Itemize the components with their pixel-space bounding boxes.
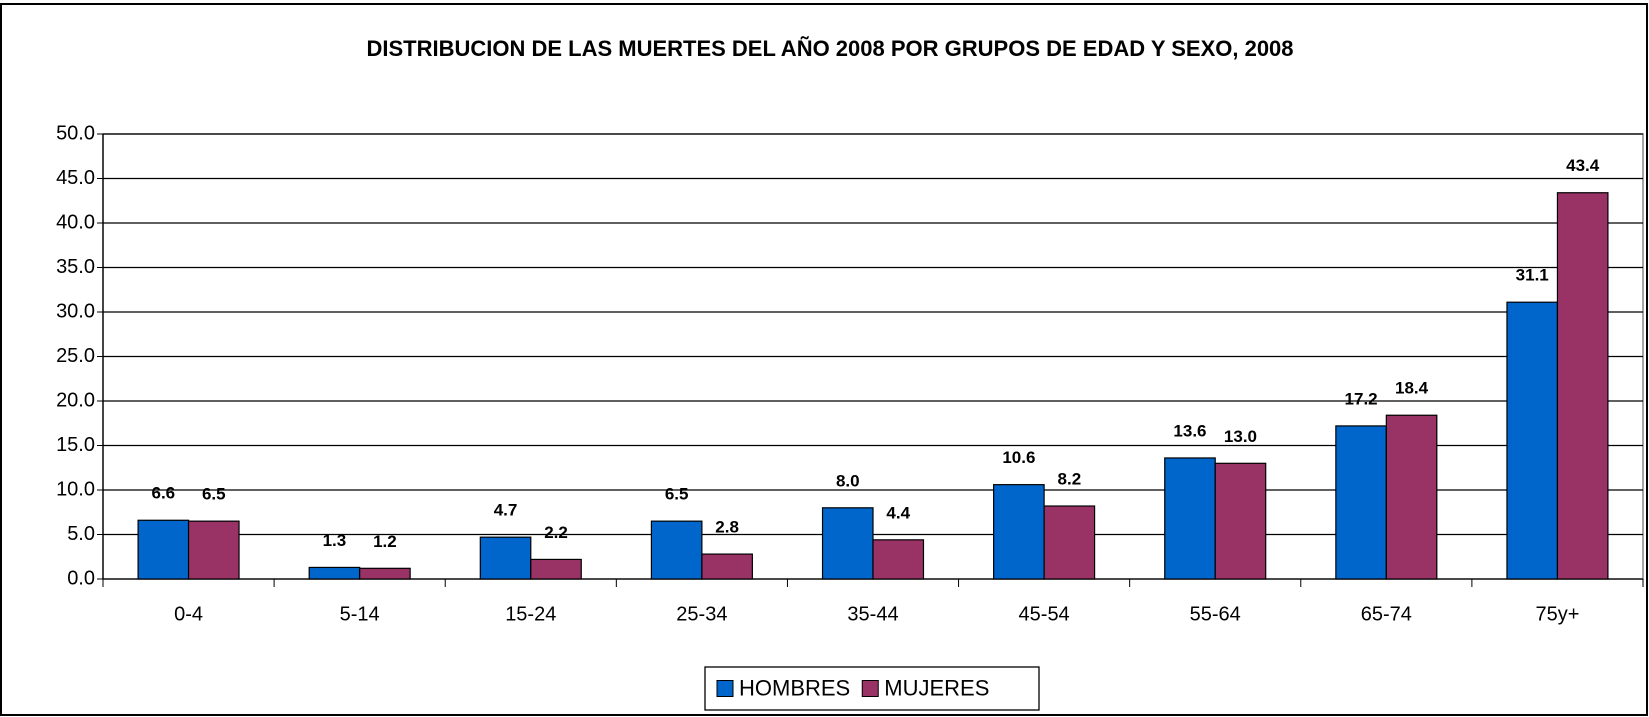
bar <box>701 553 753 580</box>
legend-swatch <box>716 680 734 697</box>
bar <box>479 536 532 580</box>
chart-title: DISTRIBUCION DE LAS MUERTES DEL AÑO 2008… <box>366 36 1293 61</box>
data-label: 2.2 <box>544 523 568 542</box>
data-label: 13.0 <box>1224 427 1257 446</box>
bar <box>1506 301 1559 580</box>
bar <box>1043 505 1096 580</box>
bar <box>1214 462 1267 580</box>
bar <box>1335 425 1387 580</box>
bar <box>359 567 411 580</box>
data-label: 1.2 <box>373 532 397 551</box>
y-tick-label: 25.0 <box>56 345 95 367</box>
x-tick-label: 15-24 <box>505 603 556 625</box>
x-tick-label: 65-74 <box>1361 603 1412 625</box>
data-label: 6.5 <box>665 485 689 504</box>
x-tick-label: 35-44 <box>847 603 898 625</box>
bar <box>872 539 925 580</box>
legend-label: MUJERES <box>884 675 989 700</box>
data-label: 18.4 <box>1395 379 1429 398</box>
bar <box>650 520 703 580</box>
bar <box>1385 414 1438 580</box>
x-tick-label: 55-64 <box>1190 603 1241 625</box>
legend-label: HOMBRES <box>739 675 850 700</box>
x-tick-label: 0-4 <box>174 603 203 625</box>
y-tick-label: 30.0 <box>56 300 95 322</box>
x-tick-label: 25-34 <box>676 603 727 625</box>
data-label: 17.2 <box>1345 389 1378 408</box>
x-tick-label: 45-54 <box>1019 603 1070 625</box>
data-label: 2.8 <box>715 518 739 537</box>
legend-swatch <box>861 680 879 697</box>
bar <box>187 520 240 580</box>
data-label: 4.4 <box>886 503 910 522</box>
data-label: 8.2 <box>1058 470 1082 489</box>
data-label: 31.1 <box>1516 266 1549 285</box>
data-label: 6.6 <box>151 484 175 503</box>
y-tick-label: 15.0 <box>56 434 95 456</box>
y-tick-label: 5.0 <box>67 523 95 545</box>
data-label: 8.0 <box>836 471 860 490</box>
y-tick-label: 10.0 <box>56 478 95 500</box>
y-tick-label: 40.0 <box>56 211 95 233</box>
x-tick-label: 75y+ <box>1535 603 1579 625</box>
data-label: 10.6 <box>1002 448 1035 467</box>
x-tick-label: 5-14 <box>340 603 380 625</box>
data-label: 43.4 <box>1566 156 1600 175</box>
bar <box>530 558 582 580</box>
bar <box>1556 192 1609 580</box>
y-tick-label: 0.0 <box>67 567 95 589</box>
bar <box>993 484 1045 580</box>
bar <box>1164 457 1216 580</box>
data-label: 6.5 <box>202 485 226 504</box>
y-tick-label: 20.0 <box>56 389 95 411</box>
y-tick-label: 45.0 <box>56 167 95 189</box>
bar <box>308 566 361 580</box>
chart-border <box>0 3 1648 716</box>
bar <box>137 519 190 580</box>
bar <box>821 507 874 580</box>
y-tick-label: 35.0 <box>56 256 95 278</box>
y-tick-label: 50.0 <box>56 122 95 144</box>
data-label: 4.7 <box>494 501 518 520</box>
data-label: 13.6 <box>1173 421 1206 440</box>
data-label: 1.3 <box>323 531 347 550</box>
